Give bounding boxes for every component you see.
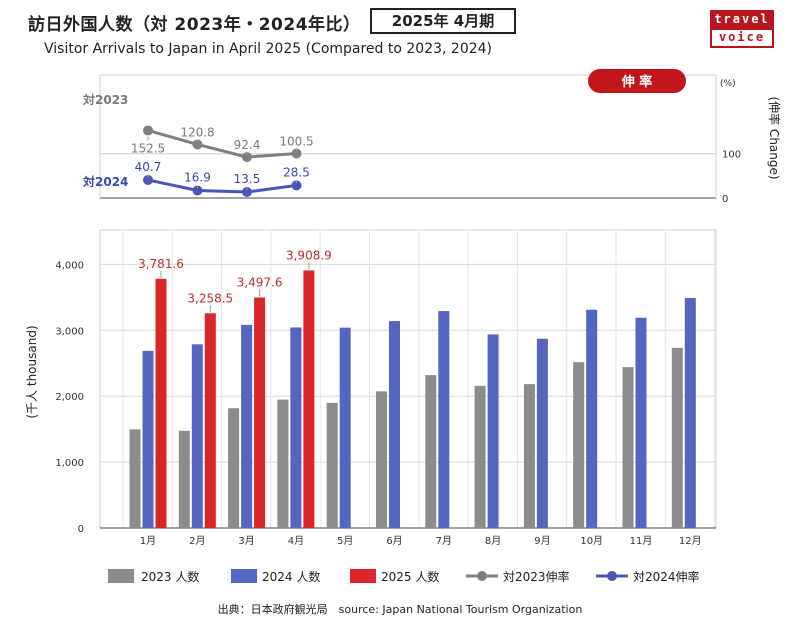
- bar-xtick-label: 12月: [679, 535, 702, 547]
- rate-point: [192, 139, 203, 150]
- bar-xtick-label: 8月: [485, 535, 501, 547]
- bar-xtick-label: 11月: [630, 535, 653, 547]
- rate-ytick-label: 100: [722, 150, 741, 161]
- bar-ytick-label: 2,000: [55, 392, 84, 403]
- rate-badge-label: 伸 率: [621, 74, 653, 90]
- legend-item-label: 2025 人数: [381, 569, 439, 584]
- chart-subtitle-en: Visitor Arrivals to Japan in April 2025 …: [44, 41, 493, 57]
- bar-2023-11: [622, 367, 634, 528]
- rate-point: [192, 185, 203, 196]
- bar-2023-9: [523, 384, 535, 528]
- legend-swatch: [350, 569, 376, 583]
- legend-swatch: [231, 569, 257, 583]
- bar-2023-10: [573, 362, 585, 528]
- rate-unit-label: (%): [720, 79, 736, 89]
- bar-ytick-label: 0: [78, 524, 84, 535]
- bar-xtick-label: 4月: [288, 535, 304, 547]
- rate-point: [242, 152, 252, 163]
- rate-line-2023: [147, 128, 297, 159]
- bar-y-axis-title: (千人 thousand): [25, 325, 39, 418]
- bar-2025-2: [204, 313, 216, 528]
- travelvoice-logo: travel voice: [710, 10, 774, 48]
- rate-side-label: 対2024: [82, 174, 128, 189]
- bar-2024-9: [536, 338, 548, 528]
- rate-data-label: 16.9: [184, 171, 211, 185]
- rate-point: [291, 148, 302, 159]
- rate-side-label: 対2023: [82, 92, 128, 107]
- logo-line2: voice: [710, 28, 774, 48]
- bar-xtick-label: 10月: [580, 535, 603, 547]
- bar-xtick-label: 3月: [238, 535, 254, 547]
- source-note: 出典：日本政府観光局 source: Japan National Touris…: [217, 603, 583, 616]
- rate-point: [242, 187, 252, 198]
- rate-line-2024: [147, 178, 297, 194]
- bar-2024-1: [142, 350, 154, 528]
- rate-point: [143, 125, 153, 136]
- bar-2024-8: [487, 334, 499, 528]
- rate-badge: [588, 69, 686, 93]
- bar-2023-2: [178, 430, 190, 528]
- bar-2024-10: [586, 309, 598, 528]
- rate-data-label: 120.8: [180, 125, 214, 139]
- bar-2024-4: [290, 327, 302, 528]
- bar-2024-3: [241, 324, 253, 528]
- legend-marker: [477, 571, 487, 581]
- bar-2025-4: [303, 270, 315, 528]
- bar-2023-7: [425, 375, 437, 528]
- bar-data-label: 3,497.6: [237, 276, 283, 290]
- bar-2023-6: [376, 391, 387, 528]
- bar-ytick-label: 4,000: [55, 260, 84, 271]
- legend-swatch: [108, 569, 134, 583]
- bar-2024-7: [438, 311, 450, 528]
- bar-xtick-label: 7月: [436, 535, 452, 547]
- bar-2023-8: [474, 385, 486, 528]
- logo-line1: travel: [710, 10, 774, 28]
- rate-data-label: 100.5: [279, 134, 313, 148]
- bar-data-label: 3,258.5: [187, 291, 233, 305]
- bar-xtick-label: 5月: [337, 535, 353, 547]
- bar-2024-12: [684, 298, 696, 528]
- legend-item-label: 2023 人数: [141, 569, 199, 584]
- bar-2024-6: [389, 321, 400, 528]
- bar-ytick-label: 3,000: [55, 326, 84, 337]
- rate-data-label: 13.5: [234, 172, 261, 186]
- rate-point: [291, 180, 302, 191]
- bar-2023-1: [129, 429, 141, 528]
- bar-2024-5: [339, 327, 351, 528]
- rate-data-label: 40.7: [135, 160, 162, 174]
- rate-data-label: 28.5: [283, 165, 310, 179]
- rate-data-label: 152.5: [131, 141, 165, 155]
- bar-2025-1: [155, 278, 167, 528]
- bar-xtick-label: 2月: [189, 535, 205, 547]
- bar-data-label: 3,781.6: [138, 257, 184, 271]
- bar-2024-2: [191, 344, 203, 528]
- bar-xtick-label: 9月: [534, 535, 550, 547]
- rate-point: [143, 174, 153, 185]
- legend-item-label: 2024 人数: [262, 569, 320, 584]
- bar-2023-4: [277, 399, 289, 528]
- bar-data-label: 3,908.9: [286, 248, 332, 262]
- bar-2023-3: [228, 408, 240, 528]
- legend-item-label: 対2024伸率: [633, 569, 700, 584]
- bar-xtick-label: 1月: [140, 535, 156, 547]
- bar-2023-5: [326, 402, 338, 528]
- bar-2025-3: [254, 297, 266, 528]
- bar-ytick-label: 1,000: [55, 458, 84, 469]
- legend-item-label: 対2023伸率: [503, 569, 570, 584]
- rate-ytick-label: 0: [722, 194, 728, 205]
- rate-data-label: 92.4: [234, 138, 261, 152]
- bar-2024-11: [635, 317, 647, 528]
- bar-2023-12: [671, 347, 683, 528]
- chart-title-jp: 訪日外国人数（対 2023年・2024年比）: [28, 15, 361, 35]
- bar-xtick-label: 6月: [386, 535, 402, 547]
- legend-marker: [607, 571, 617, 581]
- rate-axis-title: (伸率 Change): [767, 96, 782, 179]
- period-box: 2025年 4月期: [370, 8, 516, 34]
